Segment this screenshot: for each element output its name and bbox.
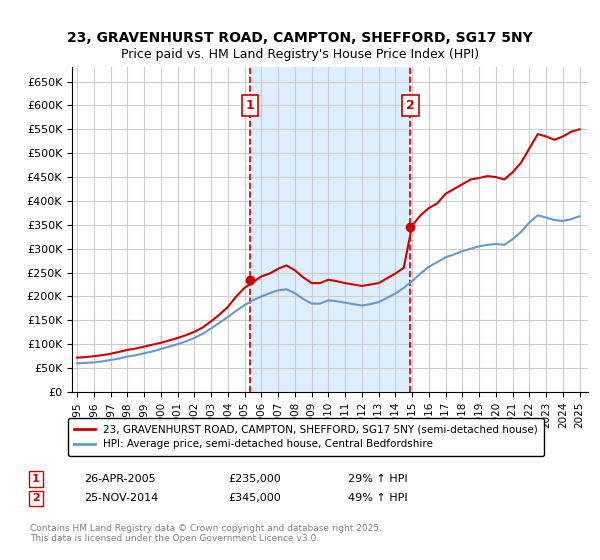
Text: 1: 1 <box>32 474 40 484</box>
Text: 23, GRAVENHURST ROAD, CAMPTON, SHEFFORD, SG17 5NY: 23, GRAVENHURST ROAD, CAMPTON, SHEFFORD,… <box>67 31 533 45</box>
Text: 25-NOV-2014: 25-NOV-2014 <box>84 493 158 503</box>
Text: 1: 1 <box>245 99 254 112</box>
Text: 2: 2 <box>406 99 415 112</box>
Text: Price paid vs. HM Land Registry's House Price Index (HPI): Price paid vs. HM Land Registry's House … <box>121 48 479 60</box>
Legend: 23, GRAVENHURST ROAD, CAMPTON, SHEFFORD, SG17 5NY (semi-detached house), HPI: Av: 23, GRAVENHURST ROAD, CAMPTON, SHEFFORD,… <box>68 418 544 456</box>
Text: £235,000: £235,000 <box>228 474 281 484</box>
Bar <box>250 67 410 392</box>
Text: £345,000: £345,000 <box>228 493 281 503</box>
Text: 2: 2 <box>32 493 40 503</box>
Text: Contains HM Land Registry data © Crown copyright and database right 2025.
This d: Contains HM Land Registry data © Crown c… <box>30 524 382 543</box>
Text: 49% ↑ HPI: 49% ↑ HPI <box>348 493 407 503</box>
Text: 29% ↑ HPI: 29% ↑ HPI <box>348 474 407 484</box>
Text: 26-APR-2005: 26-APR-2005 <box>84 474 155 484</box>
